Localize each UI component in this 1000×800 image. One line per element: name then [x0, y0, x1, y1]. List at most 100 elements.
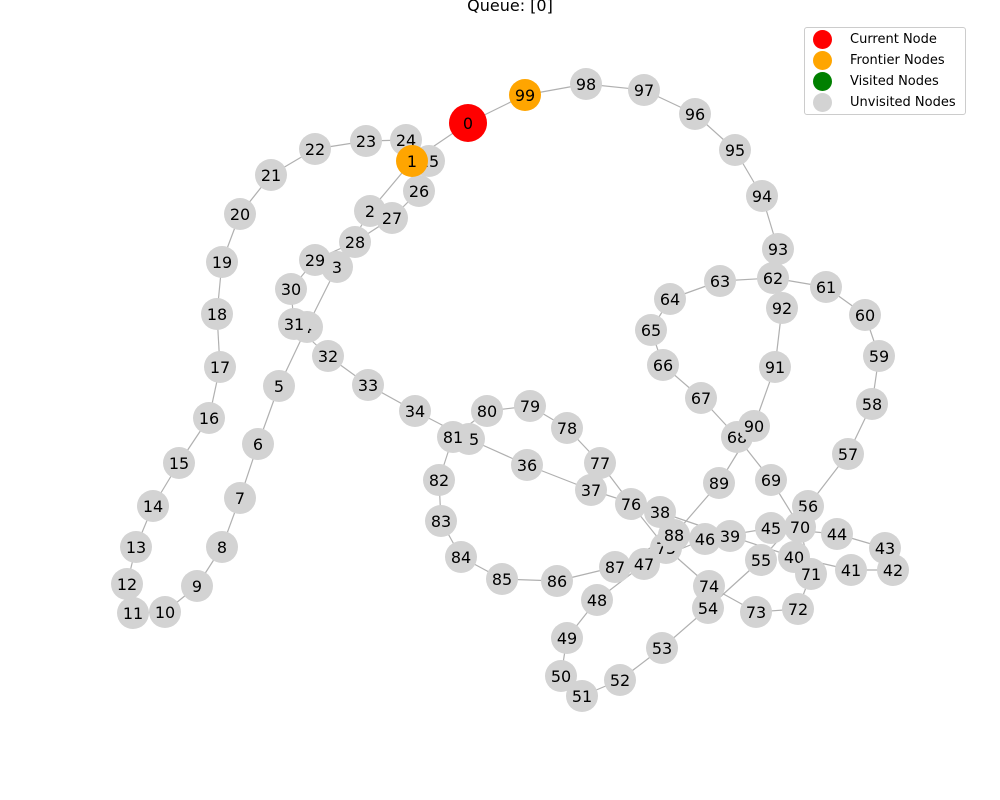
node-circle-82 — [423, 464, 455, 496]
node-label-86: 86 — [547, 572, 567, 591]
node-circle-44 — [821, 518, 853, 550]
node-11: 11 — [117, 597, 149, 629]
node-label-42: 42 — [883, 561, 903, 580]
node-73: 73 — [740, 596, 772, 628]
node-label-38: 38 — [650, 503, 670, 522]
node-label-23: 23 — [356, 132, 376, 151]
node-circle-73 — [740, 596, 772, 628]
node-85: 85 — [486, 563, 518, 595]
node-18: 18 — [201, 298, 233, 330]
node-circle-34 — [399, 395, 431, 427]
node-circle-95 — [719, 134, 751, 166]
node-label-5: 5 — [274, 377, 284, 396]
node-label-51: 51 — [572, 687, 592, 706]
node-59: 59 — [863, 340, 895, 372]
node-circle-76 — [615, 488, 647, 520]
node-circle-19 — [206, 246, 238, 278]
node-49: 49 — [551, 622, 583, 654]
node-label-97: 97 — [634, 81, 654, 100]
node-label-83: 83 — [431, 512, 451, 531]
legend-item-frontier: Frontier Nodes — [813, 50, 945, 71]
node-circle-87 — [599, 551, 631, 583]
node-circle-7 — [224, 482, 256, 514]
node-label-58: 58 — [862, 395, 882, 414]
node-circle-58 — [856, 388, 888, 420]
node-5: 5 — [263, 370, 295, 402]
node-circle-13 — [120, 531, 152, 563]
node-label-21: 21 — [261, 166, 281, 185]
node-26: 26 — [403, 175, 435, 207]
node-circle-38 — [644, 496, 676, 528]
node-label-79: 79 — [520, 397, 540, 416]
node-label-90: 90 — [744, 417, 764, 436]
node-circle-17 — [204, 351, 236, 383]
node-circle-0 — [449, 104, 487, 142]
node-21: 21 — [255, 159, 287, 191]
node-label-59: 59 — [869, 347, 889, 366]
node-65: 65 — [635, 314, 667, 346]
node-circle-74 — [693, 570, 725, 602]
node-circle-55 — [745, 544, 777, 576]
node-circle-16 — [193, 402, 225, 434]
node-circle-29 — [299, 244, 331, 276]
node-label-22: 22 — [305, 140, 325, 159]
node-circle-10 — [149, 596, 181, 628]
node-circle-23 — [350, 125, 382, 157]
node-label-2: 2 — [365, 202, 375, 221]
node-9: 9 — [181, 570, 213, 602]
node-99: 99 — [509, 79, 541, 111]
node-circle-22 — [299, 133, 331, 165]
node-circle-69 — [755, 464, 787, 496]
node-circle-27 — [376, 202, 408, 234]
node-28: 28 — [339, 226, 371, 258]
node-98: 98 — [570, 68, 602, 100]
node-20: 20 — [224, 198, 256, 230]
node-71: 71 — [795, 558, 827, 590]
node-label-94: 94 — [752, 187, 772, 206]
node-circle-81 — [437, 421, 469, 453]
legend-item-unvisited: Unvisited Nodes — [813, 92, 956, 113]
node-6: 6 — [242, 428, 274, 460]
node-label-50: 50 — [551, 667, 571, 686]
node-label-67: 67 — [691, 389, 711, 408]
node-circle-79 — [514, 390, 546, 422]
node-label-16: 16 — [199, 409, 219, 428]
node-81: 81 — [437, 421, 469, 453]
node-circle-14 — [137, 490, 169, 522]
node-55: 55 — [745, 544, 777, 576]
node-circle-36 — [511, 449, 543, 481]
node-circle-43 — [869, 532, 901, 564]
node-label-20: 20 — [230, 205, 250, 224]
node-label-95: 95 — [725, 141, 745, 160]
node-circle-93 — [762, 233, 794, 265]
node-circle-21 — [255, 159, 287, 191]
node-91: 91 — [759, 351, 791, 383]
node-23: 23 — [350, 125, 382, 157]
node-label-27: 27 — [382, 209, 402, 228]
node-label-17: 17 — [210, 358, 230, 377]
node-label-33: 33 — [358, 376, 378, 395]
node-circle-46 — [689, 523, 721, 555]
node-64: 64 — [654, 283, 686, 315]
node-circle-94 — [746, 180, 778, 212]
node-circle-8 — [206, 531, 238, 563]
node-circle-98 — [570, 68, 602, 100]
node-88: 88 — [658, 519, 690, 551]
node-48: 48 — [581, 584, 613, 616]
node-22: 22 — [299, 133, 331, 165]
node-label-47: 47 — [634, 555, 654, 574]
node-circle-1 — [396, 145, 428, 177]
legend-label-frontier: Frontier Nodes — [850, 53, 945, 68]
edges-layer — [126, 83, 894, 697]
node-label-40: 40 — [784, 548, 804, 567]
node-label-84: 84 — [451, 548, 471, 567]
node-label-49: 49 — [557, 629, 577, 648]
node-circle-15 — [163, 447, 195, 479]
node-90: 90 — [738, 410, 770, 442]
legend-swatch-unvisited — [813, 93, 832, 112]
node-label-62: 62 — [763, 269, 783, 288]
node-43: 43 — [869, 532, 901, 564]
node-label-43: 43 — [875, 539, 895, 558]
node-89: 89 — [703, 467, 735, 499]
node-label-44: 44 — [827, 525, 847, 544]
